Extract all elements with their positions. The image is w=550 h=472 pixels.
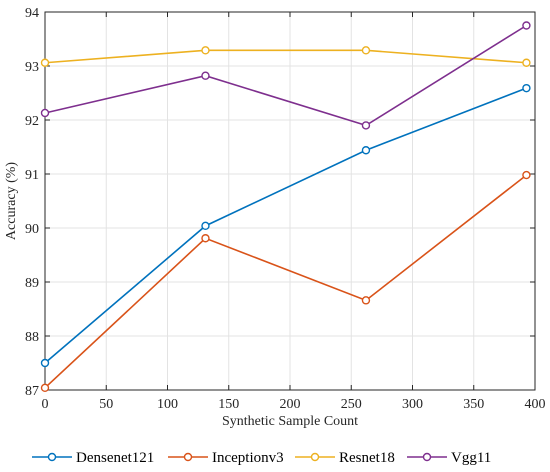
data-point bbox=[40, 108, 50, 118]
legend-marker bbox=[183, 452, 193, 462]
y-tick-label: 94 bbox=[25, 6, 39, 21]
legend: Densenet121 Inceptionv3 Resnet18 Vgg11 bbox=[32, 450, 491, 466]
x-axis-title: Synthetic Sample Count bbox=[222, 414, 358, 429]
data-point bbox=[361, 121, 371, 130]
x-tick-label: 300 bbox=[402, 397, 423, 412]
y-tick-label: 92 bbox=[25, 114, 39, 129]
data-point bbox=[522, 21, 531, 30]
data-point bbox=[201, 71, 210, 80]
grid bbox=[45, 12, 535, 390]
legend-label: Densenet121 bbox=[76, 450, 154, 466]
legend-label: Resnet18 bbox=[339, 450, 395, 466]
x-tick-label: 250 bbox=[341, 397, 362, 412]
series-line bbox=[44, 174, 527, 389]
series-inceptionv3 bbox=[40, 170, 531, 393]
legend-item-inceptionv3: Inceptionv3 bbox=[168, 450, 284, 466]
legend-marker bbox=[422, 452, 432, 462]
data-point bbox=[361, 46, 371, 55]
data-point bbox=[361, 146, 371, 155]
data-point bbox=[40, 383, 50, 393]
series-line bbox=[44, 49, 527, 64]
x-tick-label: 400 bbox=[525, 397, 546, 412]
y-axis-title: Accuracy (%) bbox=[4, 162, 19, 240]
series-densenet121 bbox=[40, 83, 531, 368]
x-tick-label: 150 bbox=[218, 397, 239, 412]
y-tick-label: 90 bbox=[25, 222, 39, 237]
legend-marker bbox=[310, 452, 320, 462]
y-axis: 87 88 89 90 91 92 93 94 bbox=[25, 6, 535, 399]
data-point bbox=[40, 358, 50, 368]
data-point bbox=[522, 170, 531, 180]
y-tick-label: 91 bbox=[25, 168, 39, 183]
legend-item-resnet18: Resnet18 bbox=[295, 450, 395, 466]
series-resnet18 bbox=[40, 46, 531, 67]
data-point bbox=[201, 46, 210, 55]
data-point bbox=[522, 83, 531, 93]
x-axis: 0 50 100 150 200 250 300 350 400 bbox=[42, 12, 546, 412]
legend-label: Vgg11 bbox=[451, 450, 491, 466]
series-group bbox=[40, 21, 531, 393]
series-line bbox=[44, 87, 527, 364]
x-tick-label: 50 bbox=[99, 397, 113, 412]
x-tick-label: 100 bbox=[157, 397, 178, 412]
y-tick-label: 93 bbox=[25, 60, 39, 75]
legend-label: Inceptionv3 bbox=[212, 450, 284, 466]
x-tick-label: 0 bbox=[42, 397, 49, 412]
y-tick-label: 89 bbox=[25, 276, 39, 291]
data-point bbox=[201, 234, 210, 243]
y-tick-label: 87 bbox=[25, 384, 39, 399]
data-point bbox=[361, 296, 371, 305]
legend-marker bbox=[47, 452, 57, 462]
data-point bbox=[40, 58, 50, 67]
series-line bbox=[44, 24, 527, 127]
data-point bbox=[522, 58, 531, 67]
x-tick-label: 350 bbox=[463, 397, 484, 412]
data-point bbox=[201, 221, 210, 231]
series-vgg11 bbox=[40, 21, 531, 130]
x-tick-label: 200 bbox=[280, 397, 301, 412]
legend-item-vgg11: Vgg11 bbox=[407, 450, 491, 466]
legend-item-densenet121: Densenet121 bbox=[32, 450, 154, 466]
y-tick-label: 88 bbox=[25, 330, 39, 345]
